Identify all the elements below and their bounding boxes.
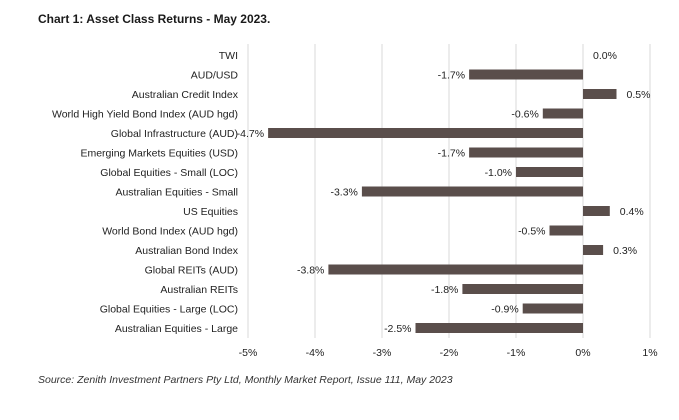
x-tick-label: -1% [507,347,526,359]
category-label: Australian Equities - Small [115,187,238,199]
x-tick-label: -2% [440,347,459,359]
category-label: US Equities [183,206,238,218]
data-label: 0.3% [613,245,637,257]
category-label: TWI [219,50,238,62]
category-label: AUD/USD [191,70,239,82]
bars [268,69,617,333]
data-label: -1.7% [438,148,465,160]
bar [268,128,583,138]
data-label: -1.0% [485,167,512,179]
category-label: Global Equities - Large (LOC) [100,304,238,316]
x-tick-label: 1% [642,347,657,359]
data-label: -0.5% [518,226,545,238]
x-tick-label: -5% [239,347,258,359]
category-label: Australian Bond Index [135,245,238,257]
category-label: Australian Equities - Large [115,323,238,335]
bar [415,323,583,333]
category-label: World Bond Index (AUD hgd) [102,226,238,238]
x-tick-label: 0% [575,347,590,359]
category-label: Global Infrastructure (AUD) [111,128,238,140]
data-labels: 0.0% -1.7% 0.5% -0.6% -4.7% -1.7% -1.0% -3.3% 0.… [237,50,651,335]
x-tick-label: -3% [373,347,392,359]
category-label: Australian REITs [160,284,238,296]
source-note: Source: Zenith Investment Partners Pty L… [38,374,453,386]
x-tick-label: -4% [306,347,325,359]
bar [328,264,583,275]
data-label: -3.3% [330,187,357,199]
data-label: 0.5% [627,89,651,101]
category-label: Australian Credit Index [132,89,239,101]
category-label: Global REITs (AUD) [145,265,238,277]
bar [516,167,583,177]
data-label: -1.8% [431,284,458,296]
data-label: 0.0% [593,50,617,62]
category-label: World High Yield Bond Index (AUD hgd) [52,109,238,121]
x-axis-ticks: -5% -4% -3% -2% -1% 0% 1% [239,347,658,359]
category-label: Emerging Markets Equities (USD) [80,148,238,160]
bar [469,147,583,158]
bar [542,108,583,119]
data-label: -4.7% [237,128,264,140]
data-label: 0.4% [620,206,644,218]
data-label: -2.5% [384,323,411,335]
bar [583,89,617,99]
category-labels: TWI AUD/USD Australian Credit Index World H… [52,50,239,335]
category-label: Global Equities - Small (LOC) [100,167,238,179]
data-label: -0.6% [511,109,538,121]
bar [583,245,604,255]
data-label: -3.8% [297,265,324,277]
bar [469,69,583,80]
bar [462,284,583,294]
bar [549,225,583,236]
data-label: -1.7% [438,70,465,82]
bar [583,206,610,216]
data-label: -0.9% [491,304,518,316]
bar [522,303,583,314]
bar [361,186,583,197]
chart-title: Chart 1: Asset Class Returns - May 2023. [38,12,271,26]
